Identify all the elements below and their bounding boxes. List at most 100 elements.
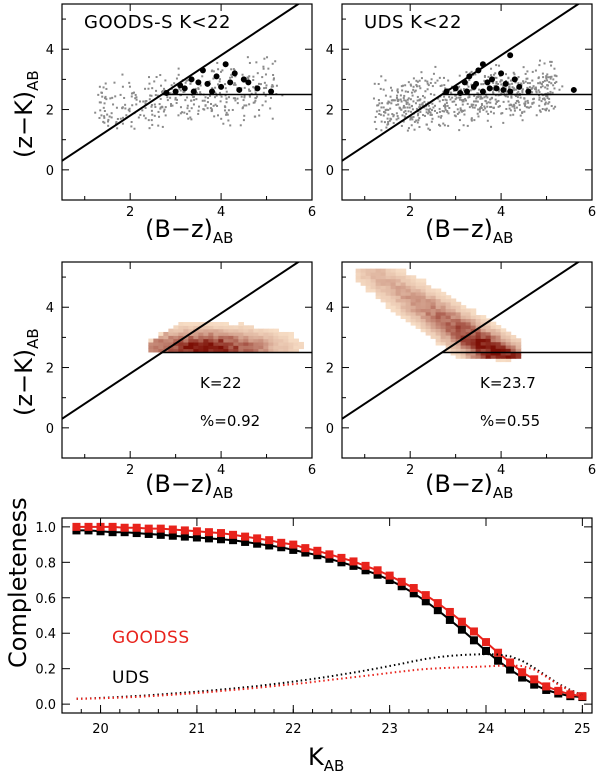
background-point	[144, 100, 147, 103]
background-point	[448, 106, 451, 109]
density-cell	[420, 301, 427, 306]
series-marker-uds	[120, 528, 129, 537]
background-point	[110, 116, 113, 119]
background-point	[543, 62, 546, 65]
series-marker-goodss	[301, 544, 310, 553]
background-point	[513, 109, 516, 112]
density-cell	[400, 275, 407, 280]
background-point	[210, 70, 213, 73]
density-cell	[375, 271, 382, 276]
background-point	[109, 97, 112, 100]
background-point	[222, 122, 225, 125]
background-point	[420, 77, 423, 80]
background-point	[537, 82, 540, 85]
density-cell	[178, 331, 184, 336]
y-tick-label: 1.0	[35, 521, 56, 536]
background-point	[520, 82, 523, 85]
background-point	[103, 102, 106, 105]
background-point	[541, 108, 544, 111]
density-cell	[178, 325, 184, 330]
background-point	[446, 104, 449, 107]
background-point	[483, 74, 486, 77]
background-point	[479, 106, 482, 109]
density-cell	[430, 308, 437, 313]
density-cell	[188, 338, 194, 343]
density-cell	[380, 278, 387, 283]
density-cell	[243, 341, 249, 346]
background-point	[378, 109, 381, 112]
background-point	[418, 85, 421, 88]
density-cell	[203, 341, 209, 346]
density-cell	[430, 321, 437, 326]
selection-line-diagonal	[62, 4, 301, 162]
density-cell	[470, 351, 477, 356]
background-point	[187, 117, 190, 120]
series-marker-goodss	[337, 553, 346, 562]
series-marker-uds	[433, 606, 442, 615]
density-cell	[405, 295, 412, 300]
x-tick-label: 2	[406, 463, 414, 478]
background-point	[412, 88, 415, 91]
background-point	[399, 98, 402, 101]
background-point	[469, 89, 472, 92]
background-point	[178, 87, 181, 90]
density-cell	[173, 338, 179, 343]
density-cell	[485, 331, 492, 336]
density-cell	[148, 345, 154, 350]
background-point	[429, 82, 432, 85]
background-point	[438, 123, 441, 126]
background-point	[103, 116, 106, 119]
background-point	[491, 86, 494, 89]
panel-title: GOODS-S K<22	[84, 12, 231, 33]
background-point	[101, 95, 104, 98]
density-cell	[450, 308, 457, 313]
background-point	[460, 110, 463, 113]
background-point	[439, 84, 442, 87]
background-point	[552, 78, 555, 81]
density-cell	[500, 338, 507, 343]
background-point	[478, 110, 481, 113]
density-cell	[450, 321, 457, 326]
series-marker-uds	[229, 536, 238, 545]
background-point	[400, 124, 403, 127]
annotation-fraction: %=0.55	[480, 412, 540, 430]
background-point	[428, 128, 431, 131]
background-point	[157, 124, 160, 127]
background-point	[445, 99, 448, 102]
background-point	[272, 78, 275, 81]
density-cell	[430, 295, 437, 300]
density-cell	[495, 338, 502, 343]
y-tick-label: 4	[326, 43, 334, 58]
background-point	[397, 98, 400, 101]
background-point	[430, 78, 433, 81]
background-point	[412, 100, 415, 103]
density-cell	[385, 285, 392, 290]
background-point	[131, 104, 134, 107]
density-cell	[405, 275, 412, 280]
density-cell	[178, 322, 184, 326]
density-cell	[385, 301, 392, 306]
density-cell	[243, 335, 249, 340]
density-cell	[415, 321, 422, 326]
background-point	[184, 81, 187, 84]
density-cell	[183, 341, 189, 346]
density-cell	[390, 308, 397, 313]
selected-point	[498, 70, 505, 77]
density-cell	[505, 331, 512, 336]
density-cell	[445, 298, 452, 303]
background-point	[116, 117, 119, 120]
series-marker-uds	[144, 529, 153, 538]
density-cell	[173, 331, 179, 336]
selected-point	[190, 88, 197, 95]
background-point	[410, 91, 413, 94]
selected-point	[479, 88, 486, 95]
background-point	[511, 105, 514, 108]
density-cell	[500, 334, 507, 339]
background-point	[443, 95, 446, 98]
background-point	[498, 64, 501, 67]
background-point	[538, 91, 541, 94]
density-cell	[380, 298, 387, 303]
background-point	[402, 84, 405, 87]
background-point	[122, 116, 125, 119]
background-point	[159, 107, 162, 110]
